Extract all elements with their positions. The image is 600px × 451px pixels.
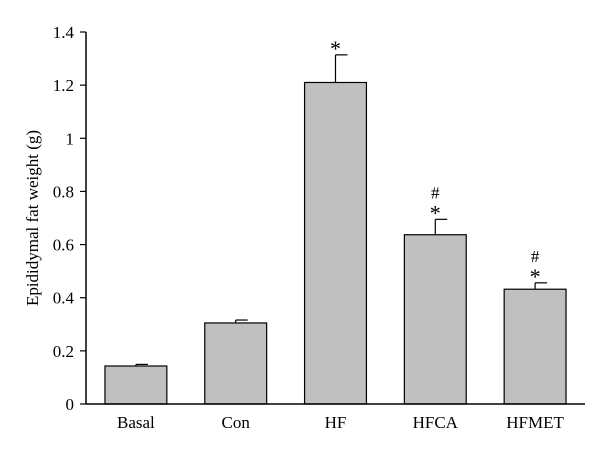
y-tick-label: 1 xyxy=(66,129,75,148)
category-label-basal: Basal xyxy=(117,413,155,432)
y-tick-label: 1.4 xyxy=(53,23,75,42)
y-tick-label: 0.2 xyxy=(53,342,74,361)
category-label-hfca: HFCA xyxy=(413,413,459,432)
category-labels: Basal Con HF HFCA HFMET xyxy=(117,413,565,432)
bar-con xyxy=(204,322,268,405)
error-bars xyxy=(135,54,548,367)
bars xyxy=(104,81,567,405)
significance-star: * xyxy=(330,36,341,61)
significance-star: * xyxy=(430,200,441,225)
bar-hf xyxy=(303,81,368,405)
category-label-hf: HF xyxy=(325,413,347,432)
category-label-hfmet: HFMET xyxy=(506,413,564,432)
significance-star: * xyxy=(530,264,541,289)
significance-markers: **#*# xyxy=(330,36,541,289)
y-tick-label: 0.4 xyxy=(53,289,75,308)
y-axis-title: Epididymal fat weight (g) xyxy=(23,130,42,306)
significance-hash: # xyxy=(431,183,440,202)
y-tick-label: 1.2 xyxy=(53,76,74,95)
bar-basal xyxy=(104,365,168,405)
y-tick-label: 0.6 xyxy=(53,236,74,255)
category-label-con: Con xyxy=(222,413,251,432)
bar-hfmet xyxy=(503,288,567,405)
y-tick-label: 0.8 xyxy=(53,182,74,201)
y-tick-label: 0 xyxy=(66,395,75,414)
bar-hfca xyxy=(403,234,467,405)
significance-hash: # xyxy=(531,247,540,266)
y-axis-ticks: 0 0.2 0.4 0.6 0.8 1 1.2 1.4 xyxy=(53,23,86,414)
